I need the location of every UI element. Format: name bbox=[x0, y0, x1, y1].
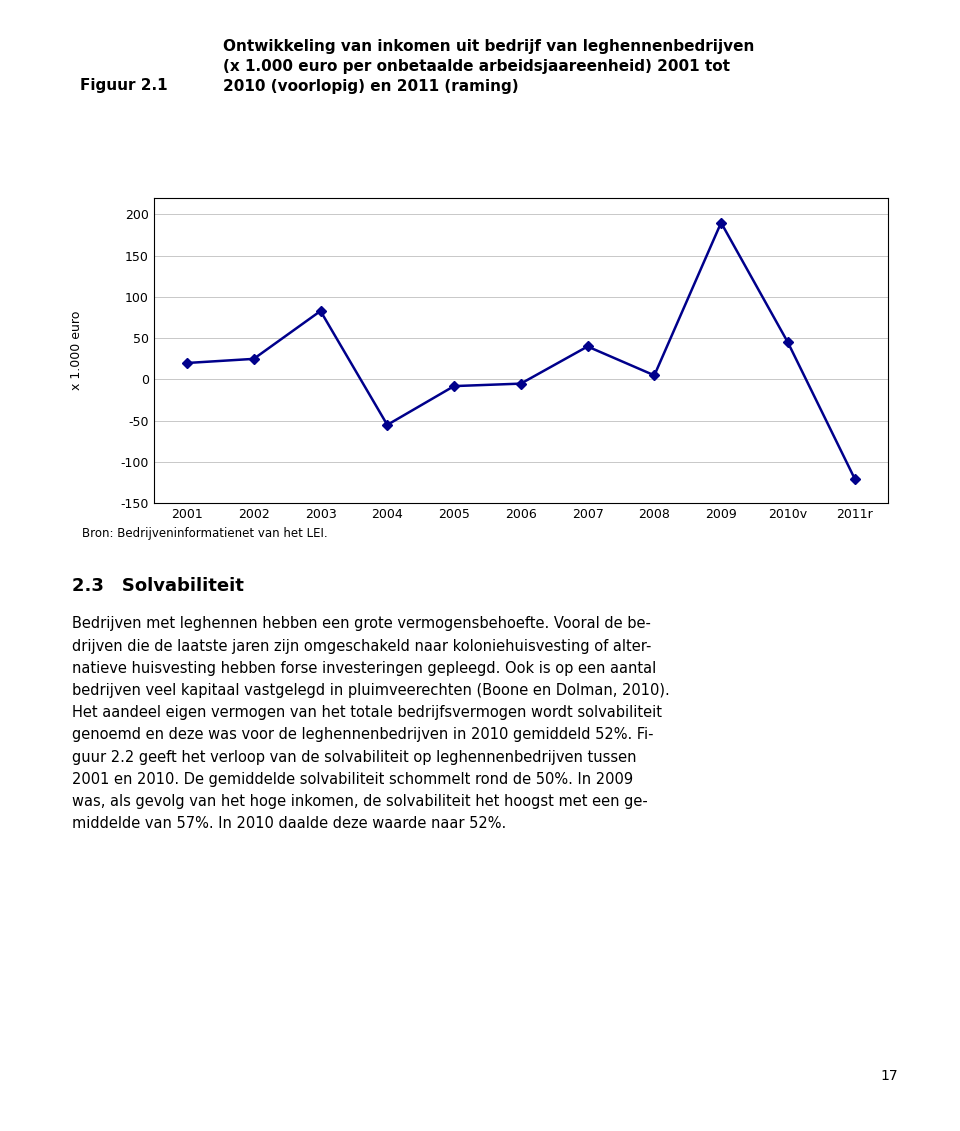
Text: 17: 17 bbox=[880, 1069, 898, 1082]
Text: Ontwikkeling van inkomen uit bedrijf van leghennenbedrijven
(x 1.000 euro per on: Ontwikkeling van inkomen uit bedrijf van… bbox=[223, 38, 755, 95]
Text: Figuur 2.1: Figuur 2.1 bbox=[80, 78, 168, 93]
Text: x 1.000 euro: x 1.000 euro bbox=[70, 311, 84, 390]
Text: 2.3 Solvabiliteit: 2.3 Solvabiliteit bbox=[72, 577, 244, 595]
Text: Bron: Bedrijveninformatienet van het LEI.: Bron: Bedrijveninformatienet van het LEI… bbox=[82, 527, 327, 541]
Text: Bedrijven met leghennen hebben een grote vermogensbehoefte. Vooral de be-
drijve: Bedrijven met leghennen hebben een grote… bbox=[72, 616, 670, 831]
